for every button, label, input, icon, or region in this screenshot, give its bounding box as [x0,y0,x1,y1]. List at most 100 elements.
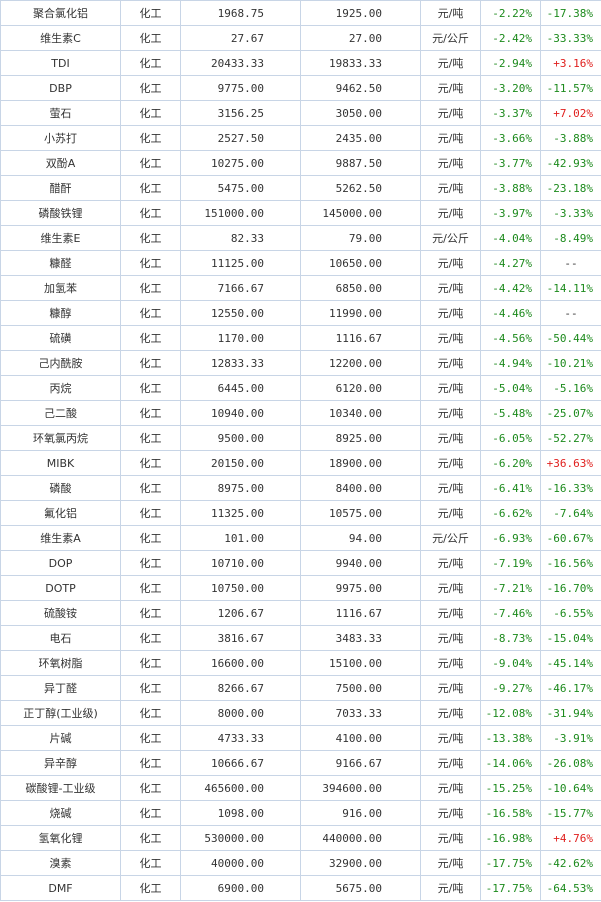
category-cell: 化工 [120,50,181,76]
product-name-link[interactable]: 溴素 [0,850,121,876]
product-name-link[interactable]: 正丁醇(工业级) [0,700,121,726]
table-row: 片碱 化工 4733.33 4100.00 元/吨 -13.38% -3.91% [0,725,601,751]
category-cell: 化工 [120,100,181,126]
change-cell: -13.38% [480,725,541,751]
product-name-link[interactable]: 硫磺 [0,325,121,351]
previous-price-cell: 10940.00 [180,400,301,426]
table-row: 醋酐 化工 5475.00 5262.50 元/吨 -3.88% -23.18% [0,175,601,201]
table-row: 双酚A 化工 10275.00 9887.50 元/吨 -3.77% -42.93% [0,150,601,176]
change-cell: -4.94% [480,350,541,376]
previous-price-cell: 27.67 [180,25,301,51]
product-name-link[interactable]: MIBK [0,450,121,476]
product-name-link[interactable]: 小苏打 [0,125,121,151]
change-cell: -17.75% [480,850,541,876]
category-cell: 化工 [120,125,181,151]
current-price-cell: 6120.00 [300,375,421,401]
unit-cell: 元/吨 [420,50,481,76]
previous-price-cell: 20150.00 [180,450,301,476]
category-cell: 化工 [120,775,181,801]
table-row: 环氧氯丙烷 化工 9500.00 8925.00 元/吨 -6.05% -52.27% [0,425,601,451]
current-price-cell: 32900.00 [300,850,421,876]
product-name-link[interactable]: 加氢苯 [0,275,121,301]
product-name-link[interactable]: 维生素A [0,525,121,551]
previous-price-cell: 530000.00 [180,825,301,851]
unit-cell: 元/吨 [420,275,481,301]
yearly-change-cell: -50.44% [540,325,601,351]
current-price-cell: 10650.00 [300,250,421,276]
table-row: 丙烷 化工 6445.00 6120.00 元/吨 -5.04% -5.16% [0,375,601,401]
change-cell: -3.20% [480,75,541,101]
change-cell: -6.62% [480,500,541,526]
product-name-link[interactable]: 烧碱 [0,800,121,826]
unit-cell: 元/吨 [420,600,481,626]
yearly-change-cell: -5.16% [540,375,601,401]
unit-cell: 元/吨 [420,125,481,151]
product-name-link[interactable]: 丙烷 [0,375,121,401]
product-name-link[interactable]: 氢氧化锂 [0,825,121,851]
table-row: 异辛醇 化工 10666.67 9166.67 元/吨 -14.06% -26.08% [0,750,601,776]
product-name-link[interactable]: 维生素E [0,225,121,251]
previous-price-cell: 8000.00 [180,700,301,726]
category-cell: 化工 [120,150,181,176]
product-name-link[interactable]: 糠醇 [0,300,121,326]
yearly-change-cell: -16.56% [540,550,601,576]
product-name-link[interactable]: DBP [0,75,121,101]
category-cell: 化工 [120,725,181,751]
product-name-link[interactable]: 双酚A [0,150,121,176]
change-cell: -9.27% [480,675,541,701]
product-name-link[interactable]: DOTP [0,575,121,601]
product-name-link[interactable]: DMF [0,875,121,901]
previous-price-cell: 12833.33 [180,350,301,376]
category-cell: 化工 [120,75,181,101]
previous-price-cell: 1170.00 [180,325,301,351]
product-name-link[interactable]: 异丁醛 [0,675,121,701]
current-price-cell: 11990.00 [300,300,421,326]
product-name-link[interactable]: 聚合氯化铝 [0,0,121,26]
product-name-link[interactable]: 电石 [0,625,121,651]
product-name-link[interactable]: 醋酐 [0,175,121,201]
product-name-link[interactable]: 萤石 [0,100,121,126]
product-name-link[interactable]: 磷酸 [0,475,121,501]
product-name-link[interactable]: DOP [0,550,121,576]
product-name-link[interactable]: 硫酸铵 [0,600,121,626]
product-name-link[interactable]: 环氧氯丙烷 [0,425,121,451]
change-cell: -4.04% [480,225,541,251]
unit-cell: 元/吨 [420,375,481,401]
product-name-link[interactable]: 磷酸铁锂 [0,200,121,226]
unit-cell: 元/吨 [420,650,481,676]
yearly-change-cell: -16.33% [540,475,601,501]
change-cell: -16.98% [480,825,541,851]
change-cell: -17.75% [480,875,541,901]
product-name-link[interactable]: 维生素C [0,25,121,51]
table-row: 碳酸锂-工业级 化工 465600.00 394600.00 元/吨 -15.25% -10… [0,775,601,801]
product-name-link[interactable]: 碳酸锂-工业级 [0,775,121,801]
category-cell: 化工 [120,575,181,601]
product-name-link[interactable]: 己二酸 [0,400,121,426]
change-cell: -6.93% [480,525,541,551]
current-price-cell: 5262.50 [300,175,421,201]
category-cell: 化工 [120,475,181,501]
unit-cell: 元/吨 [420,150,481,176]
unit-cell: 元/吨 [420,750,481,776]
previous-price-cell: 1968.75 [180,0,301,26]
table-row: 电石 化工 3816.67 3483.33 元/吨 -8.73% -15.04% [0,625,601,651]
product-name-link[interactable]: TDI [0,50,121,76]
product-name-link[interactable]: 糠醛 [0,250,121,276]
unit-cell: 元/吨 [420,400,481,426]
change-cell: -4.56% [480,325,541,351]
change-cell: -3.37% [480,100,541,126]
change-cell: -9.04% [480,650,541,676]
unit-cell: 元/吨 [420,725,481,751]
product-name-link[interactable]: 片碱 [0,725,121,751]
product-name-link[interactable]: 异辛醇 [0,750,121,776]
product-name-link[interactable]: 氟化铝 [0,500,121,526]
previous-price-cell: 10710.00 [180,550,301,576]
product-name-link[interactable]: 己内酰胺 [0,350,121,376]
table-row: DOTP 化工 10750.00 9975.00 元/吨 -7.21% -16.70% [0,575,601,601]
yearly-change-cell: -10.64% [540,775,601,801]
product-name-link[interactable]: 环氧树脂 [0,650,121,676]
table-row: 磷酸 化工 8975.00 8400.00 元/吨 -6.41% -16.33% [0,475,601,501]
current-price-cell: 394600.00 [300,775,421,801]
previous-price-cell: 1098.00 [180,800,301,826]
yearly-change-cell: +36.63% [540,450,601,476]
